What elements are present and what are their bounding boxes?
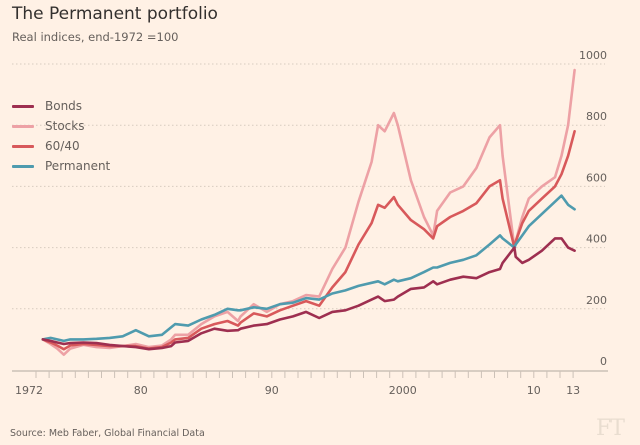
chart-subtitle: Real indices, end-1972 =100 — [12, 30, 179, 44]
legend-item-60-40: 60/40 — [12, 136, 110, 156]
series-line-bonds — [41, 237, 576, 351]
legend-swatch-permanent — [12, 164, 34, 168]
x-tick-label-13: 13 — [566, 384, 580, 397]
x-tick-label-90: 90 — [265, 384, 279, 397]
y-tick-label-200: 200 — [586, 294, 607, 307]
series-bonds — [41, 237, 576, 351]
y-tick-label-1000: 1000 — [579, 49, 607, 62]
legend-label-bonds: Bonds — [45, 99, 83, 113]
y-tick-label-0: 0 — [600, 355, 607, 368]
legend: Bonds Stocks 60/40 Permanent — [12, 96, 110, 176]
legend-swatch-60-40 — [12, 144, 34, 148]
series-lines — [41, 68, 576, 357]
y-tick-label-800: 800 — [586, 110, 607, 123]
series-line-permanent — [41, 194, 576, 343]
legend-swatch-stocks — [12, 124, 34, 128]
legend-label-60-40: 60/40 — [45, 139, 80, 153]
legend-label-stocks: Stocks — [45, 119, 85, 133]
x-tick-label-80: 80 — [134, 384, 148, 397]
legend-swatch-bonds — [12, 104, 34, 108]
chart-title: The Permanent portfolio — [12, 4, 218, 24]
series-permanent — [41, 194, 576, 343]
legend-item-bonds: Bonds — [12, 96, 110, 116]
x-axis: 1972 80 90 2000 10 13 — [12, 370, 608, 397]
x-tick-label-1972: 1972 — [15, 384, 43, 397]
y-tick-label-400: 400 — [586, 233, 607, 246]
gridlines — [12, 63, 605, 310]
ft-logo: FT — [596, 416, 625, 441]
legend-item-stocks: Stocks — [12, 116, 110, 136]
y-axis: 0 200 400 600 800 1000 — [579, 49, 607, 368]
legend-item-permanent: Permanent — [12, 156, 110, 176]
y-tick-label-600: 600 — [586, 171, 607, 184]
source-note: Source: Meb Faber, Global Financial Data — [10, 428, 205, 439]
legend-label-permanent: Permanent — [45, 159, 111, 173]
x-tick-label-10: 10 — [527, 384, 541, 397]
x-tick-label-2000: 2000 — [389, 384, 417, 397]
